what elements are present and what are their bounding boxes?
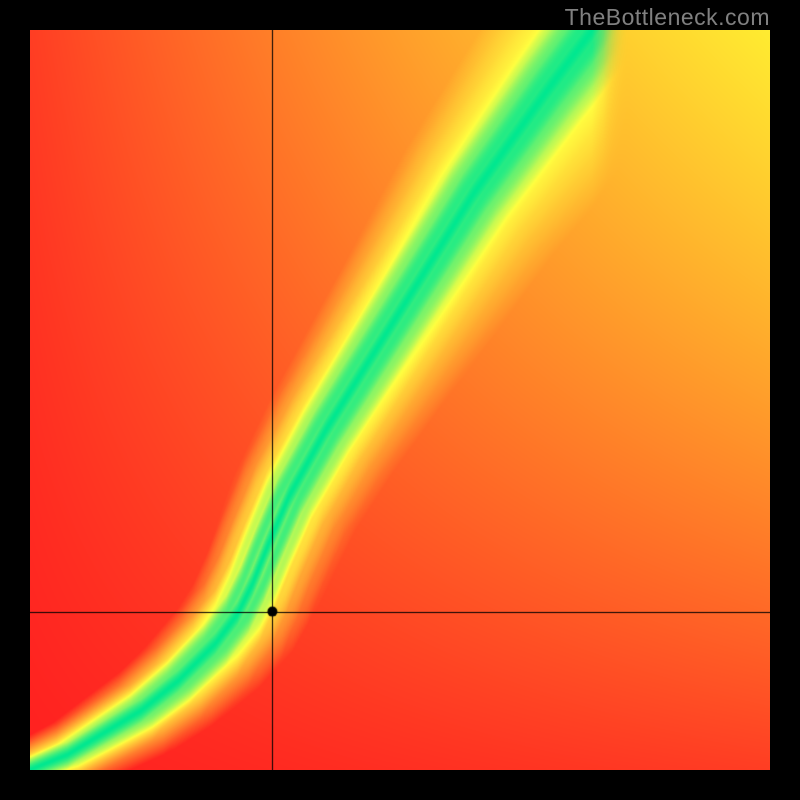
- watermark-text: TheBottleneck.com: [565, 4, 770, 31]
- chart-container: TheBottleneck.com: [0, 0, 800, 800]
- heatmap-canvas: [30, 30, 770, 770]
